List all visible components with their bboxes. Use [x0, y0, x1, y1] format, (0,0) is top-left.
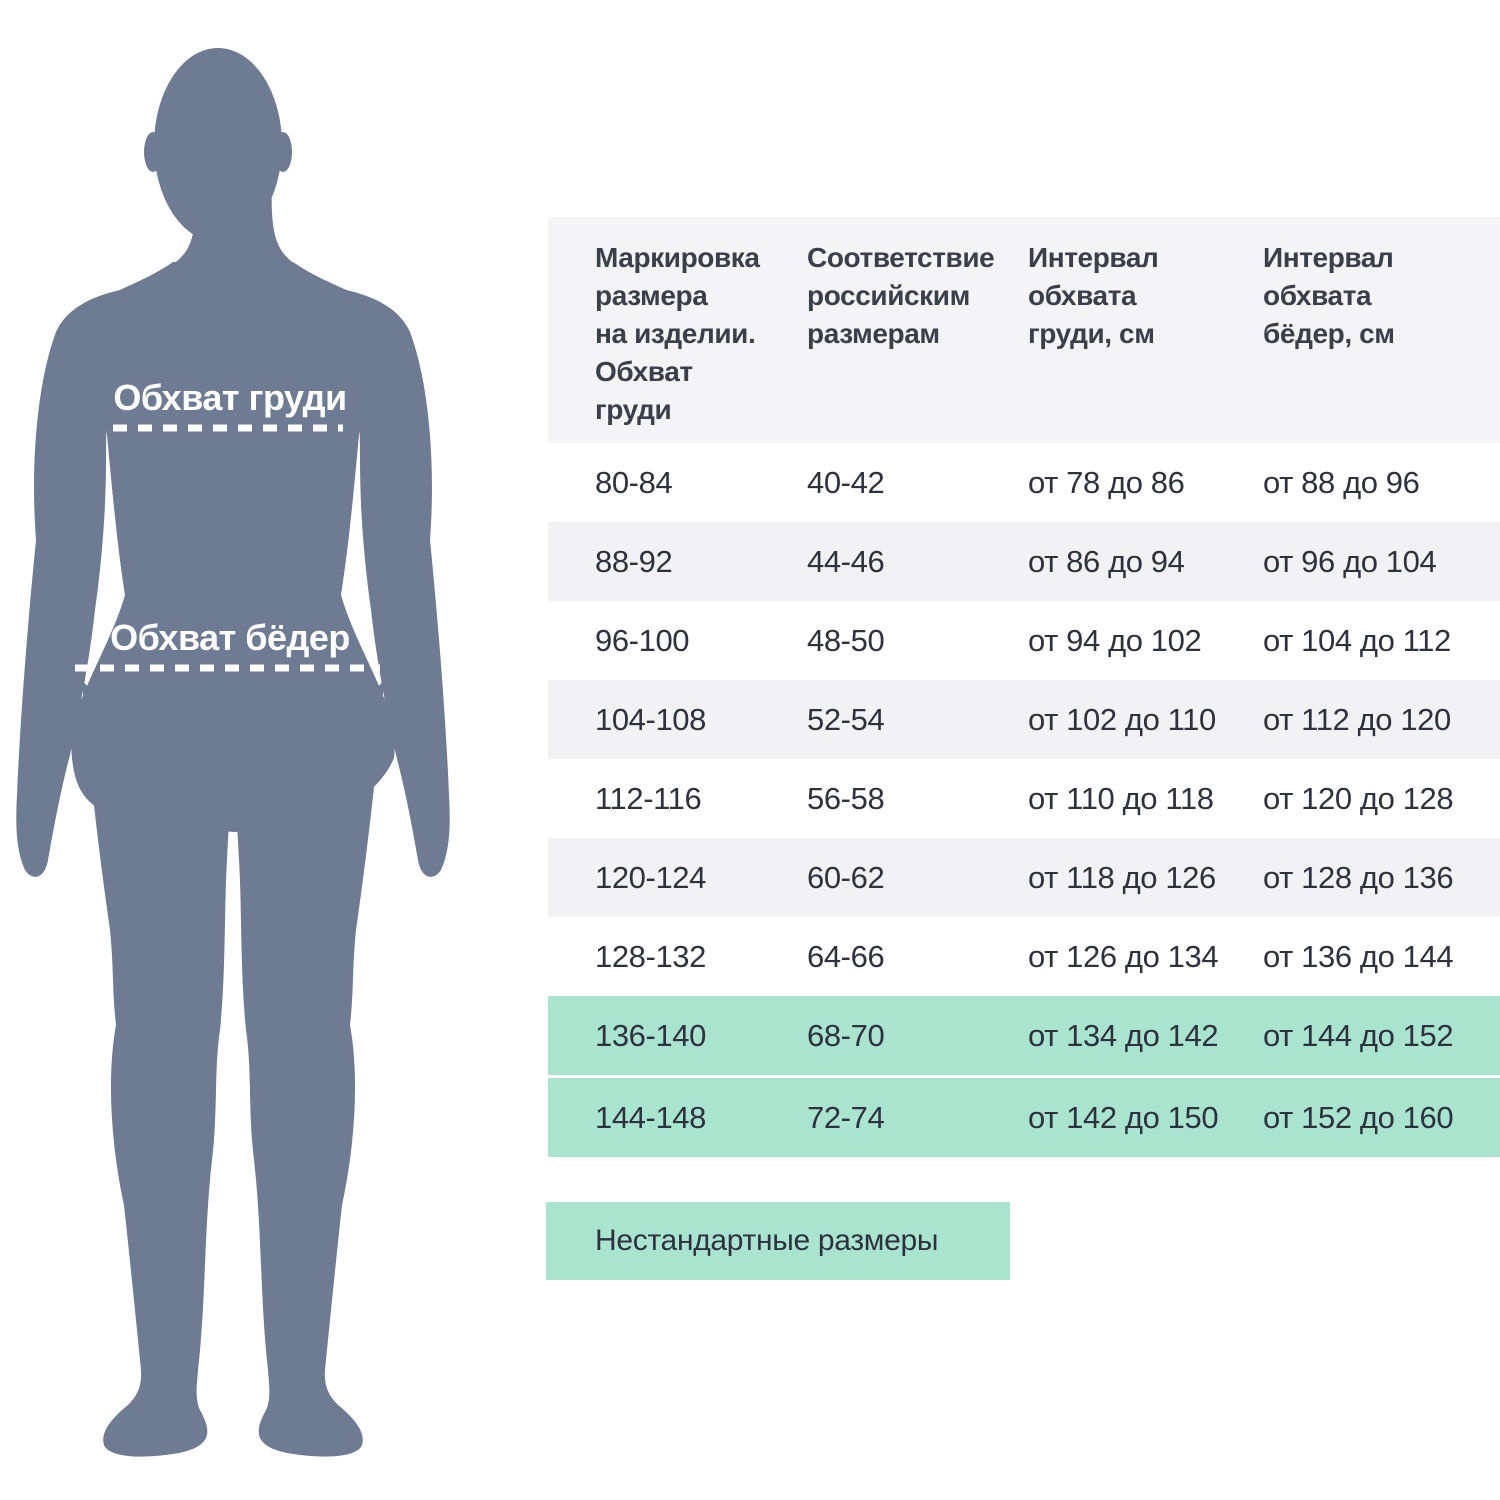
- table-cell-chest-interval: от 94 до 102: [1028, 622, 1202, 658]
- silhouette-shapes: [16, 48, 450, 1457]
- table-cell-chest-interval: от 102 до 110: [1028, 701, 1216, 737]
- table-row: 128-132 64-66 от 126 до 134 от 136 до 14…: [548, 917, 1500, 996]
- hips-circumference-label: Обхват бёдер: [110, 617, 350, 658]
- table-row: 136-140 68-70 от 134 до 142 от 144 до 15…: [548, 996, 1500, 1075]
- table-cell-chest-interval: от 110 до 118: [1028, 780, 1214, 816]
- table-cell-size-marking: 80-84: [595, 464, 673, 500]
- table-header: Маркировка размера на изделии. Обхват гр…: [548, 217, 1500, 443]
- header-cell-size-marking: Маркировка размера на изделии. Обхват гр…: [595, 242, 760, 425]
- table-cell-size-marking: 144-148: [595, 1099, 706, 1135]
- table-cell-size-marking: 112-116: [595, 780, 702, 816]
- table-cell-russian-size: 48-50: [807, 622, 885, 658]
- table-cell-size-marking: 136-140: [595, 1017, 706, 1053]
- table-cell-chest-interval: от 142 до 150: [1028, 1099, 1219, 1135]
- left-leg: [82, 680, 232, 1457]
- legend-badge: Нестандартные размеры: [546, 1202, 1010, 1280]
- female-silhouette: [16, 48, 450, 1457]
- table-cell-hips-interval: от 152 до 160: [1263, 1099, 1454, 1135]
- table-cell-size-marking: 128-132: [595, 938, 706, 974]
- legend-label: Нестандартные размеры: [595, 1224, 939, 1257]
- table-cell-russian-size: 64-66: [807, 938, 885, 974]
- torso: [58, 262, 408, 832]
- table-cell-hips-interval: от 104 до 112: [1263, 622, 1451, 658]
- table-cell-size-marking: 96-100: [595, 622, 690, 658]
- table-row: 104-108 52-54 от 102 до 110 от 112 до 12…: [548, 680, 1500, 759]
- table-row: 96-100 48-50 от 94 до 102 от 104 до 112: [548, 601, 1500, 680]
- table-cell-russian-size: 56-58: [807, 780, 885, 816]
- table-row: 80-84 40-42 от 78 до 86 от 88 до 96: [548, 443, 1500, 522]
- right-ear-icon: [274, 132, 292, 172]
- table-cell-hips-interval: от 96 до 104: [1263, 543, 1437, 579]
- table-cell-hips-interval: от 112 до 120: [1263, 701, 1451, 737]
- neck: [170, 180, 298, 266]
- left-arm: [16, 290, 120, 877]
- table-row: 112-116 56-58 от 110 до 118 от 120 до 12…: [548, 759, 1500, 838]
- table-cell-hips-interval: от 128 до 136: [1263, 859, 1454, 895]
- table-cell-russian-size: 72-74: [807, 1099, 885, 1135]
- table-cell-chest-interval: от 126 до 134: [1028, 938, 1219, 974]
- header-cell-russian-sizes: Соответствие российским размерам: [807, 242, 995, 349]
- table-cell-size-marking: 104-108: [595, 701, 706, 737]
- table-cell-chest-interval: от 78 до 86: [1028, 464, 1185, 500]
- table-cell-russian-size: 60-62: [807, 859, 885, 895]
- table-cell-hips-interval: от 120 до 128: [1263, 780, 1454, 816]
- left-ear-icon: [144, 132, 162, 172]
- table-cell-hips-interval: от 144 до 152: [1263, 1017, 1454, 1053]
- table-cell-hips-interval: от 136 до 144: [1263, 938, 1454, 974]
- table-row: 88-92 44-46 от 86 до 94 от 96 до 104: [548, 522, 1500, 601]
- right-arm: [346, 290, 450, 877]
- chest-circumference-label: Обхват груди: [113, 377, 347, 418]
- table-cell-chest-interval: от 118 до 126: [1028, 859, 1216, 895]
- header-cell-hips-interval: Интервал обхвата бёдер, см: [1263, 242, 1395, 349]
- size-table: Маркировка размера на изделии. Обхват гр…: [548, 217, 1500, 1157]
- table-cell-russian-size: 68-70: [807, 1017, 885, 1053]
- table-row: 144-148 72-74 от 142 до 150 от 152 до 16…: [548, 1075, 1500, 1157]
- table-body: 80-84 40-42 от 78 до 86 от 88 до 96 88-9…: [548, 443, 1500, 1157]
- table-cell-chest-interval: от 134 до 142: [1028, 1017, 1219, 1053]
- body-measurement-figure: Обхват груди Обхват бёдер: [0, 40, 480, 1470]
- table-row: 120-124 60-62 от 118 до 126 от 128 до 13…: [548, 838, 1500, 917]
- table-cell-chest-interval: от 86 до 94: [1028, 543, 1185, 579]
- right-leg: [234, 680, 384, 1457]
- table-cell-hips-interval: от 88 до 96: [1263, 464, 1420, 500]
- table-cell-size-marking: 88-92: [595, 543, 673, 579]
- table-cell-russian-size: 40-42: [807, 464, 885, 500]
- table-cell-russian-size: 52-54: [807, 701, 885, 737]
- table-cell-russian-size: 44-46: [807, 543, 885, 579]
- table-cell-size-marking: 120-124: [595, 859, 706, 895]
- header-cell-chest-interval: Интервал обхвата груди, см: [1028, 242, 1159, 349]
